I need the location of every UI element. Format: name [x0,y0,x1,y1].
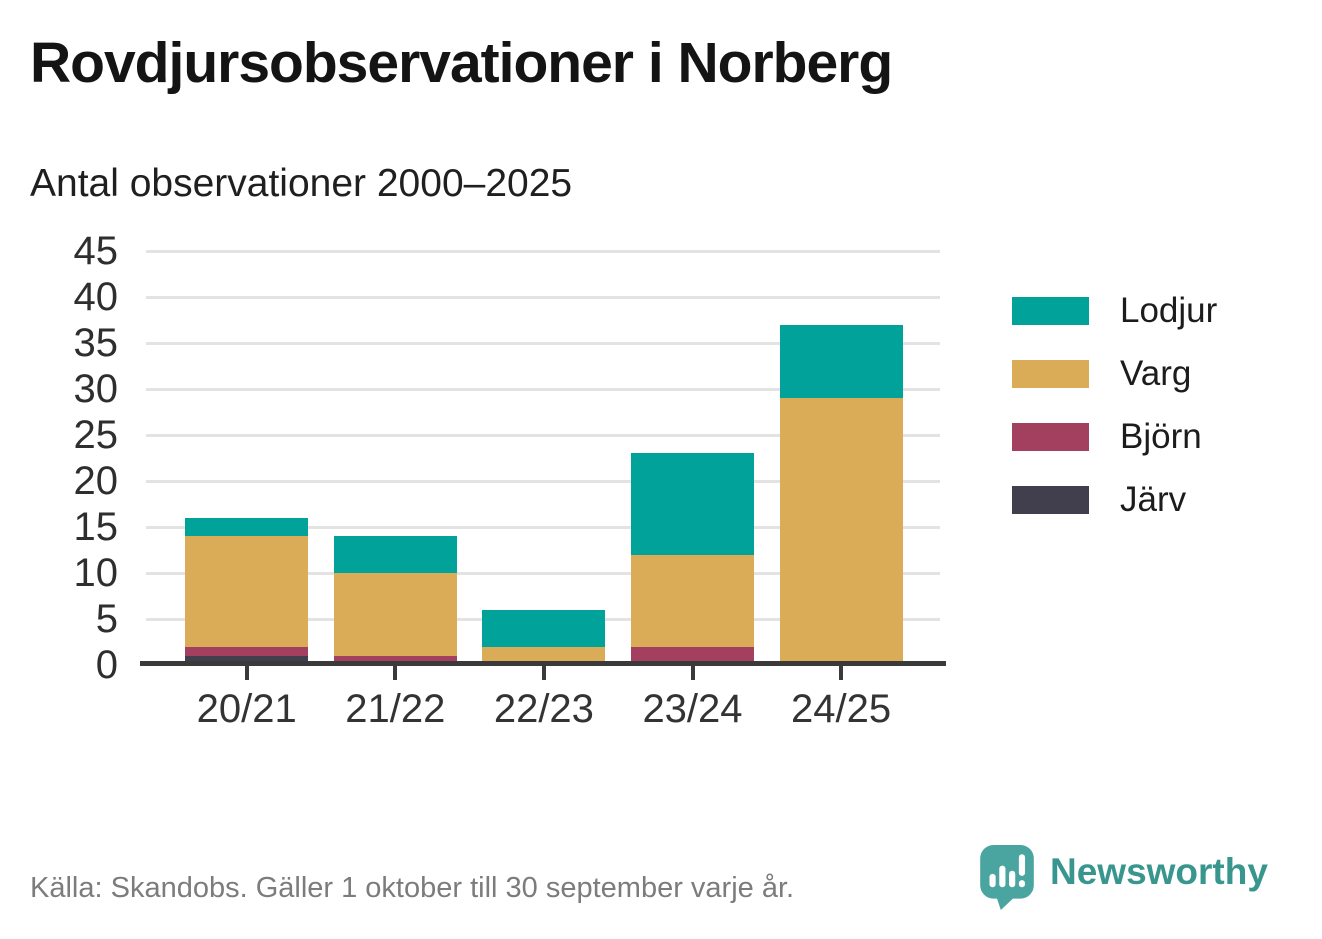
x-axis-line [140,661,946,666]
legend-item-bjorn: Björn [1012,419,1217,454]
bar-group-22-23 [482,609,606,665]
y-axis-tick-label: 25 [73,413,119,457]
gridline-25 [146,433,940,437]
chart-subtitle: Antal observationer 2000–2025 [30,162,573,205]
x-axis-tick [839,666,844,680]
gridline-40 [146,295,940,299]
bar-group-24-25 [779,324,903,665]
bar-segment-varg [482,646,606,665]
legend-label: Björn [1120,417,1202,456]
y-axis-tick-label: 35 [73,321,119,365]
legend-item-lodjur: Lodjur [1012,293,1217,328]
x-axis-tick-label: 21/22 [345,687,446,731]
legend-label: Varg [1120,354,1192,393]
bar-group-23-24 [631,453,754,665]
bar-segment-bjorn [333,655,457,665]
legend-swatch-varg [1012,359,1089,388]
gridline-45 [146,249,940,253]
legend-swatch-bjorn [1012,422,1089,451]
bar-segment-jarv [185,655,309,665]
chart-title: Rovdjursobservationer i Norberg [30,31,893,95]
newsworthy-pin-icon [980,845,1034,910]
gridline-20 [146,479,940,483]
legend-label: Lodjur [1120,291,1218,330]
bar-segment-varg [333,573,457,656]
x-axis-tick [244,666,249,680]
plot-area [146,249,940,665]
x-axis-tick [393,666,398,680]
gridline-15 [146,525,940,529]
x-axis-tick-label: 20/21 [196,687,297,731]
source-note: Källa: Skandobs. Gäller 1 oktober till 3… [30,872,795,904]
legend-label: Järv [1120,480,1187,519]
newsworthy-logo: Newsworthy [980,845,1268,911]
legend-item-jarv: Järv [1012,482,1217,517]
bar-group-21-22 [333,536,457,665]
y-axis-tick-label: 30 [73,367,119,411]
bar-segment-bjorn [631,646,754,665]
legend: Lodjur Varg Björn Järv [1012,293,1217,545]
bar-segment-varg [185,536,309,647]
y-axis-tick-label: 20 [73,459,119,503]
legend-swatch-jarv [1012,485,1089,514]
bar-segment-lodjur [482,609,606,647]
y-axis-tick-label: 45 [73,229,119,273]
gridline-10 [146,571,940,575]
bar-segment-bjorn [185,646,309,656]
bar-segment-lodjur [631,453,754,555]
x-axis-tick-label: 24/25 [791,687,892,731]
x-axis-tick [690,666,695,680]
gridline-35 [146,341,940,345]
bar-segment-varg [631,554,754,647]
y-axis-tick-label: 40 [73,275,119,319]
y-axis-tick-label: 0 [95,643,118,687]
x-axis-tick-label: 23/24 [642,687,743,731]
gridline-30 [146,387,940,391]
bar-segment-lodjur [185,517,309,537]
y-axis-tick-label: 10 [73,551,119,595]
x-axis-tick [541,666,546,680]
bar-group-20-21 [185,517,309,665]
bar-segment-lodjur [333,536,457,574]
newsworthy-wordmark: Newsworthy [1050,851,1268,892]
bar-segment-varg [779,398,903,665]
bar-segment-lodjur [779,324,903,399]
legend-item-varg: Varg [1012,356,1217,391]
y-axis-tick-label: 5 [95,597,118,641]
legend-swatch-lodjur [1012,296,1089,325]
x-axis-tick-label: 22/23 [493,687,594,731]
y-axis-tick-label: 15 [73,505,119,549]
